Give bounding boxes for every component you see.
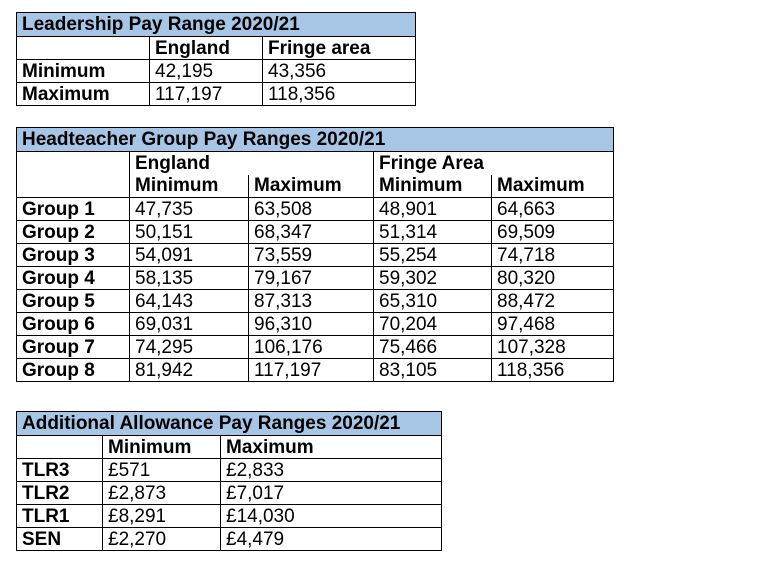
allowance-minimum: £2,873 [102,481,221,505]
table-row: Group 8 81,942 117,197 83,105 118,356 [16,358,614,382]
group-label: Group 4 [16,266,130,290]
header-fringe-minimum: Minimum [373,174,492,198]
table-row: Minimum 42,195 43,356 [16,59,417,83]
fringe-value: 118,356 [261,82,417,106]
allowance-label: TLR2 [16,481,103,505]
group-label: Group 6 [16,312,130,336]
fringe-maximum: 97,468 [491,312,614,336]
allowance-minimum: £571 [102,458,221,482]
fringe-maximum: 69,509 [491,220,614,244]
england-maximum: 87,313 [248,289,374,313]
allowance-maximum: £4,479 [219,527,443,551]
fringe-maximum: 80,320 [491,266,614,290]
header-cell-empty [16,151,130,175]
allowance-minimum: £2,270 [102,527,221,551]
allowance-label: SEN [16,527,103,551]
england-minimum: 74,295 [129,335,249,359]
header-fringe-maximum: Maximum [491,174,614,198]
allowance-maximum: £7,017 [219,481,443,505]
leadership-pay-table: Leadership Pay Range 2020/21 England Fri… [15,12,417,106]
england-maximum: 117,197 [248,358,374,382]
table-row: TLR2 £2,873 £7,017 [16,481,443,505]
table-title-row: Headteacher Group Pay Ranges 2020/21 [16,127,614,152]
allowance-maximum: £2,833 [219,458,443,482]
fringe-minimum: 75,466 [373,335,492,359]
header-cell-empty [16,435,103,459]
group-label: Group 3 [16,243,130,267]
allowance-maximum: £14,030 [219,504,443,528]
table-row: Group 7 74,295 106,176 75,466 107,328 [16,335,614,359]
england-maximum: 79,167 [248,266,374,290]
headteacher-table-title: Headteacher Group Pay Ranges 2020/21 [16,127,614,152]
group-label: Group 2 [16,220,130,244]
allowance-label: TLR1 [16,504,103,528]
england-maximum: 96,310 [248,312,374,336]
england-minimum: 50,151 [129,220,249,244]
fringe-maximum: 64,663 [491,197,614,221]
allowance-minimum: £8,291 [102,504,221,528]
england-minimum: 81,942 [129,358,249,382]
header-england-maximum: Maximum [248,174,374,198]
allowance-label: TLR3 [16,458,103,482]
table-row: Group 6 69,031 96,310 70,204 97,468 [16,312,614,336]
table-row: TLR3 £571 £2,833 [16,458,443,482]
table-title-row: Additional Allowance Pay Ranges 2020/21 [15,411,443,436]
fringe-maximum: 88,472 [491,289,614,313]
table-row: Group 3 54,091 73,559 55,254 74,718 [16,243,614,267]
row-label: Maximum [16,82,150,106]
header-england: England [129,151,374,175]
leadership-table-title: Leadership Pay Range 2020/21 [15,12,417,37]
header-fringe-area: Fringe area [261,36,417,60]
fringe-value: 43,356 [261,59,417,83]
england-value: 42,195 [149,59,263,83]
england-minimum: 54,091 [129,243,249,267]
fringe-minimum: 70,204 [373,312,492,336]
table-row: Group 1 47,735 63,508 48,901 64,663 [16,197,614,221]
table-group-header-row: England Fringe Area [16,151,614,175]
fringe-minimum: 83,105 [373,358,492,382]
table-header-row: Minimum Maximum Minimum Maximum [16,174,614,198]
header-minimum: Minimum [102,435,221,459]
fringe-maximum: 118,356 [491,358,614,382]
fringe-minimum: 59,302 [373,266,492,290]
table-header-row: England Fringe area [16,36,417,60]
table-row: Group 5 64,143 87,313 65,310 88,472 [16,289,614,313]
allowance-pay-table: Additional Allowance Pay Ranges 2020/21 … [15,411,443,551]
group-label: Group 8 [16,358,130,382]
england-value: 117,197 [149,82,263,106]
table-title-row: Leadership Pay Range 2020/21 [15,12,417,37]
table-row: Group 4 58,135 79,167 59,302 80,320 [16,266,614,290]
table-row: Group 2 50,151 68,347 51,314 69,509 [16,220,614,244]
group-label: Group 1 [16,197,130,221]
header-maximum: Maximum [219,435,443,459]
group-label: Group 5 [16,289,130,313]
england-minimum: 69,031 [129,312,249,336]
fringe-minimum: 65,310 [373,289,492,313]
england-maximum: 73,559 [248,243,374,267]
fringe-maximum: 74,718 [491,243,614,267]
england-maximum: 68,347 [248,220,374,244]
headteacher-pay-table: Headteacher Group Pay Ranges 2020/21 Eng… [16,127,614,382]
allowance-table-title: Additional Allowance Pay Ranges 2020/21 [15,411,443,436]
header-england: England [149,36,263,60]
england-minimum: 47,735 [129,197,249,221]
table-row: Maximum 117,197 118,356 [16,82,417,106]
fringe-maximum: 107,328 [491,335,614,359]
fringe-minimum: 51,314 [373,220,492,244]
header-cell-empty [16,36,150,60]
table-row: TLR1 £8,291 £14,030 [16,504,443,528]
group-label: Group 7 [16,335,130,359]
england-minimum: 58,135 [129,266,249,290]
fringe-minimum: 55,254 [373,243,492,267]
fringe-minimum: 48,901 [373,197,492,221]
england-minimum: 64,143 [129,289,249,313]
england-maximum: 106,176 [248,335,374,359]
header-fringe-area: Fringe Area [373,151,614,175]
header-england-minimum: Minimum [129,174,249,198]
table-header-row: Minimum Maximum [16,435,443,459]
header-cell-empty [16,174,130,198]
table-row: SEN £2,270 £4,479 [16,527,443,551]
row-label: Minimum [16,59,150,83]
england-maximum: 63,508 [248,197,374,221]
